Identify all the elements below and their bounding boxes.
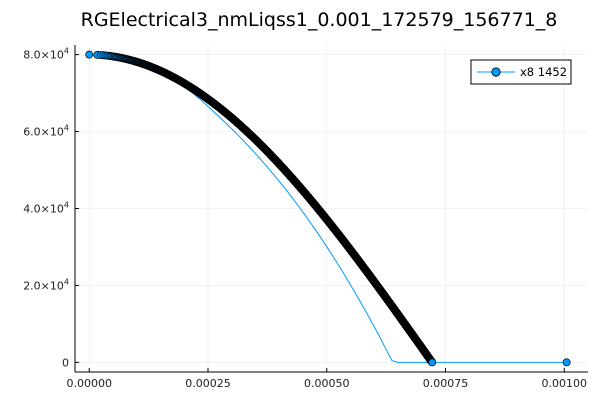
x-tick-label: 0.00100	[542, 377, 588, 390]
chart-title: RGElectrical3_nmLiqss1_0.001_172579_1567…	[81, 9, 558, 31]
x-tick-label: 0.00000	[67, 377, 113, 390]
y-tick-exponent: 4	[64, 124, 69, 133]
y-tick-label: 4.0×104	[23, 201, 69, 216]
x-tick-label: 0.00050	[304, 377, 350, 390]
legend: x8 1452	[470, 59, 572, 85]
legend-swatch-marker	[491, 67, 501, 77]
axis-ticks: 0.00000 0.00025 0.00050 0.00075 0.00100 0 2.0×…	[23, 47, 587, 390]
data-point	[85, 50, 94, 59]
series-points	[85, 50, 571, 367]
legend-label: x8 1452	[520, 65, 567, 79]
y-tick-mantissa: 2.0×10	[23, 279, 64, 292]
x-tick-label: 0.00075	[423, 377, 469, 390]
y-tick-label: 0	[62, 356, 69, 369]
x-tick-label: 0.00025	[185, 377, 231, 390]
y-tick-label: 6.0×104	[23, 124, 69, 139]
y-tick-mantissa: 0	[62, 356, 69, 369]
y-tick-mantissa: 6.0×10	[23, 126, 64, 139]
y-tick-mantissa: 4.0×10	[23, 203, 64, 216]
data-point	[562, 358, 571, 367]
grid	[75, 45, 588, 372]
y-tick-label: 8.0×104	[23, 47, 69, 62]
y-tick-exponent: 4	[64, 277, 69, 286]
y-tick-exponent: 4	[64, 201, 69, 210]
y-tick-mantissa: 8.0×10	[23, 49, 64, 62]
y-tick-label: 2.0×104	[23, 277, 69, 292]
y-tick-exponent: 4	[64, 47, 69, 56]
data-point	[428, 358, 437, 367]
